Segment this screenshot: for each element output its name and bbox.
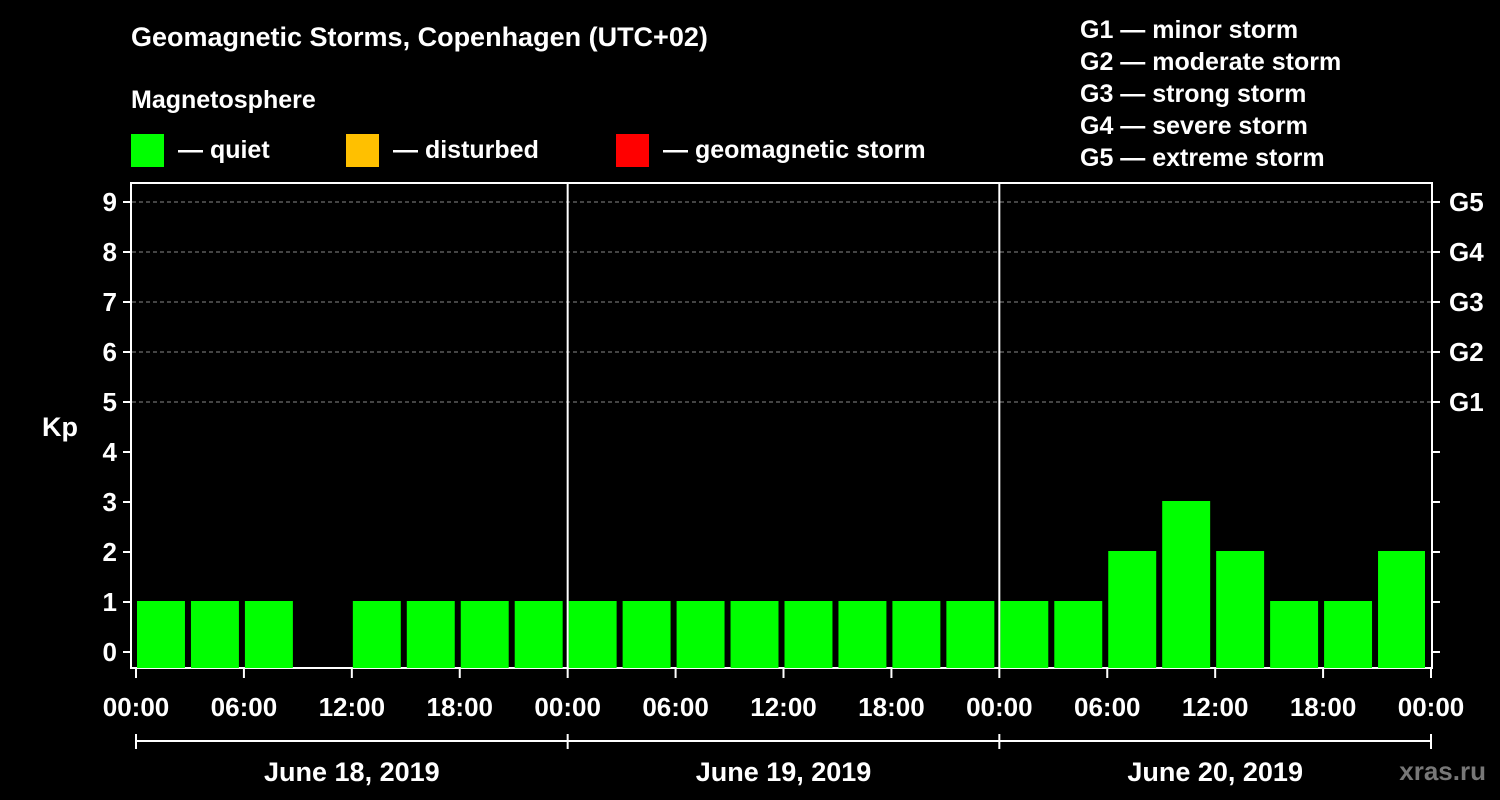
bar-22 — [1324, 601, 1373, 668]
legend-item-storm: — geomagnetic storm — [616, 134, 926, 167]
y-tick-label-6: 6 — [103, 337, 117, 367]
x-tick-label-10: 12:00 — [1182, 692, 1249, 722]
legend-swatch-disturbed — [346, 134, 379, 167]
legend-label-storm: — geomagnetic storm — [663, 136, 926, 164]
chart-title: Geomagnetic Storms, Copenhagen (UTC+02) — [131, 22, 708, 52]
day-label-2: June 20, 2019 — [1127, 757, 1303, 787]
bar-10 — [676, 601, 725, 668]
legend-label-disturbed: — disturbed — [393, 136, 539, 164]
bar-14 — [892, 601, 941, 668]
right-tick-label-g2: G2 — [1449, 337, 1484, 367]
bar-13 — [838, 601, 887, 668]
y-tick-label-3: 3 — [103, 487, 117, 517]
x-tick-label-2: 12:00 — [319, 692, 386, 722]
right-tick-label-g1: G1 — [1449, 387, 1484, 417]
x-tick-label-3: 18:00 — [427, 692, 494, 722]
bar-7 — [514, 601, 563, 668]
watermark: xras.ru — [1399, 756, 1486, 786]
bar-17 — [1054, 601, 1103, 668]
bar-15 — [946, 601, 995, 668]
bar-0 — [137, 601, 185, 668]
y-tick-label-2: 2 — [103, 537, 117, 567]
x-tick-label-4: 00:00 — [534, 692, 601, 722]
bar-18 — [1108, 551, 1157, 668]
storm-level-g2: G2 — moderate storm — [1080, 48, 1342, 76]
bar-6 — [460, 601, 509, 668]
storm-level-g1: G1 — minor storm — [1080, 16, 1299, 44]
legend-swatch-storm — [616, 134, 649, 167]
y-tick-label-7: 7 — [103, 287, 117, 317]
storm-level-g4: G4 — severe storm — [1080, 112, 1308, 140]
legend-item-quiet: — quiet — [131, 134, 270, 167]
x-tick-label-1: 06:00 — [211, 692, 278, 722]
x-tick-label-11: 18:00 — [1290, 692, 1357, 722]
x-tick-label-6: 12:00 — [750, 692, 817, 722]
x-tick-label-0: 00:00 — [103, 692, 170, 722]
x-tick-label-5: 06:00 — [642, 692, 709, 722]
x-tick-label-9: 06:00 — [1074, 692, 1141, 722]
day-label-1: June 19, 2019 — [696, 757, 872, 787]
legend-swatch-quiet — [131, 134, 164, 167]
legend-label-quiet: — quiet — [178, 136, 270, 164]
storm-level-g3: G3 — strong storm — [1080, 80, 1307, 108]
right-tick-label-g3: G3 — [1449, 287, 1484, 317]
bar-9 — [622, 601, 671, 668]
legend-item-disturbed: — disturbed — [346, 134, 539, 167]
bar-4 — [352, 601, 401, 668]
bar-5 — [406, 601, 455, 668]
bar-23 — [1378, 551, 1425, 668]
x-tick-label-12: 00:00 — [1398, 692, 1465, 722]
x-tick-label-7: 18:00 — [858, 692, 925, 722]
y-tick-label-8: 8 — [103, 237, 117, 267]
right-tick-label-g4: G4 — [1449, 237, 1484, 267]
y-tick-label-1: 1 — [103, 587, 117, 617]
right-tick-label-g5: G5 — [1449, 187, 1484, 217]
y-tick-label-5: 5 — [103, 387, 117, 417]
bar-20 — [1216, 551, 1265, 668]
plot-frame — [130, 182, 1433, 669]
storm-level-legend: G1 — minor storm G2 — moderate storm G3 … — [1080, 14, 1341, 174]
bar-21 — [1270, 601, 1319, 668]
y-axis-label: Kp — [42, 412, 78, 442]
bar-12 — [784, 601, 833, 668]
bar-8 — [568, 601, 617, 668]
legend-title: Magnetosphere — [131, 86, 316, 114]
bar-16 — [1000, 601, 1049, 668]
x-tick-label-8: 00:00 — [966, 692, 1033, 722]
y-tick-label-0: 0 — [103, 637, 117, 667]
bar-1 — [190, 601, 239, 668]
bar-19 — [1162, 501, 1211, 668]
y-tick-label-9: 9 — [103, 187, 117, 217]
bar-2 — [244, 601, 293, 668]
bar-11 — [730, 601, 779, 668]
y-tick-label-4: 4 — [103, 437, 118, 467]
storm-level-g5: G5 — extreme storm — [1080, 144, 1325, 172]
day-label-0: June 18, 2019 — [264, 757, 440, 787]
